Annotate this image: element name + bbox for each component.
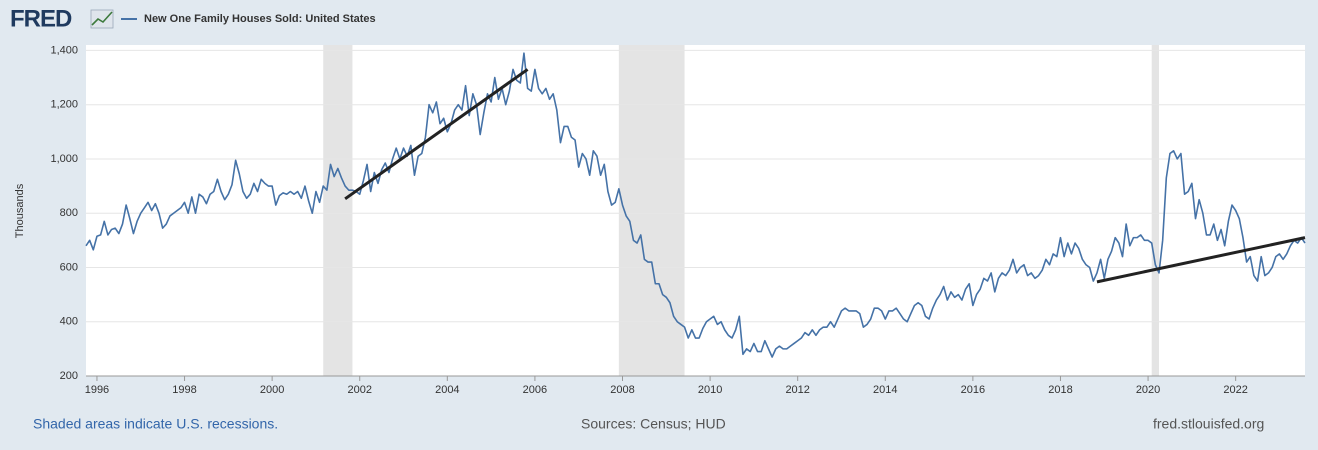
x-tick-label: 2000 [260, 384, 284, 396]
x-tick-label: 2004 [435, 384, 459, 396]
x-tick-label: 2014 [873, 384, 897, 396]
x-tick-label: 2002 [347, 384, 371, 396]
recession-band [618, 45, 685, 376]
legend-label: New One Family Houses Sold: United State… [144, 13, 376, 25]
y-tick-label: 200 [60, 370, 78, 382]
x-tick-label: 2010 [698, 384, 722, 396]
logo-icon [90, 9, 114, 29]
y-tick-label: 400 [60, 316, 78, 328]
footer-sources: Sources: Census; HUD [581, 416, 726, 432]
x-tick-label: 2012 [785, 384, 809, 396]
footer-site[interactable]: fred.stlouisfed.org [1153, 416, 1264, 432]
y-tick-label: 1,400 [50, 44, 78, 56]
x-tick-label: 2016 [961, 384, 985, 396]
x-tick-label: 1998 [172, 384, 196, 396]
x-tick-label: 2020 [1136, 384, 1160, 396]
y-tick-label: 1,200 [50, 99, 78, 111]
x-tick-label: 2018 [1048, 384, 1072, 396]
x-tick-label: 2008 [610, 384, 634, 396]
trend-line [344, 68, 529, 201]
logo: FRED [10, 5, 72, 32]
y-axis-title: Thousands [14, 183, 26, 238]
footer-note[interactable]: Shaded areas indicate U.S. recessions. [33, 416, 278, 432]
series-line [85, 52, 1306, 358]
plot-area [86, 45, 1305, 376]
recession-band [1151, 45, 1160, 376]
trend-line [1096, 236, 1306, 284]
x-tick-label: 1996 [85, 384, 109, 396]
y-tick-label: 1,000 [50, 153, 78, 165]
y-tick-label: 800 [60, 207, 78, 219]
y-tick-label: 600 [60, 261, 78, 273]
x-tick-label: 2022 [1223, 384, 1247, 396]
recession-band [323, 45, 353, 376]
x-tick-label: 2006 [523, 384, 547, 396]
